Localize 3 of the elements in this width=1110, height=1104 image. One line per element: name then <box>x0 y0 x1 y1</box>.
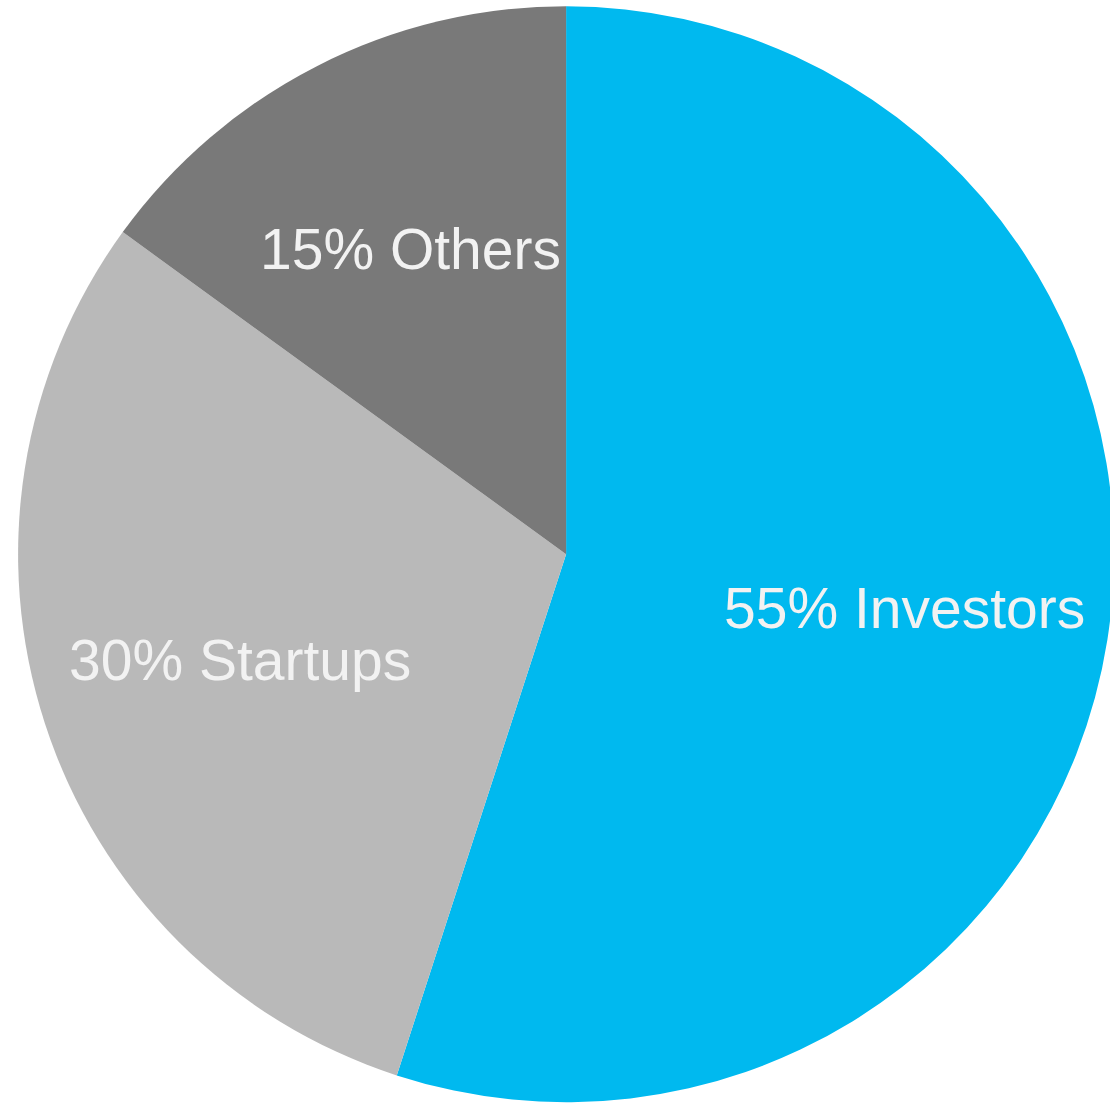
slice-label: 55% Investors <box>724 575 1086 640</box>
slice-label: 15% Others <box>260 216 561 281</box>
slice-label: 30% Startups <box>69 628 412 693</box>
